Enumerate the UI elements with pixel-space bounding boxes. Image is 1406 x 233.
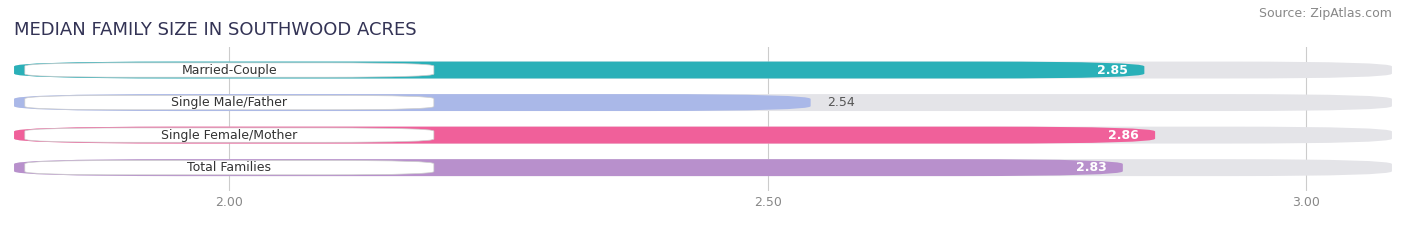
FancyBboxPatch shape <box>25 63 434 77</box>
FancyBboxPatch shape <box>14 94 811 111</box>
FancyBboxPatch shape <box>25 95 434 110</box>
FancyBboxPatch shape <box>25 128 434 142</box>
FancyBboxPatch shape <box>14 94 1392 111</box>
FancyBboxPatch shape <box>14 127 1156 144</box>
FancyBboxPatch shape <box>25 161 434 175</box>
Text: 2.86: 2.86 <box>1108 129 1139 142</box>
FancyBboxPatch shape <box>14 127 1392 144</box>
Text: 2.54: 2.54 <box>827 96 855 109</box>
FancyBboxPatch shape <box>14 62 1144 79</box>
Text: Source: ZipAtlas.com: Source: ZipAtlas.com <box>1258 7 1392 20</box>
Text: Total Families: Total Families <box>187 161 271 174</box>
FancyBboxPatch shape <box>14 62 1392 79</box>
Text: MEDIAN FAMILY SIZE IN SOUTHWOOD ACRES: MEDIAN FAMILY SIZE IN SOUTHWOOD ACRES <box>14 21 416 39</box>
Text: Married-Couple: Married-Couple <box>181 64 277 76</box>
FancyBboxPatch shape <box>14 159 1392 176</box>
Text: 2.85: 2.85 <box>1097 64 1128 76</box>
FancyBboxPatch shape <box>14 159 1123 176</box>
Text: 2.83: 2.83 <box>1076 161 1107 174</box>
Text: Single Female/Mother: Single Female/Mother <box>162 129 298 142</box>
Text: Single Male/Father: Single Male/Father <box>172 96 287 109</box>
